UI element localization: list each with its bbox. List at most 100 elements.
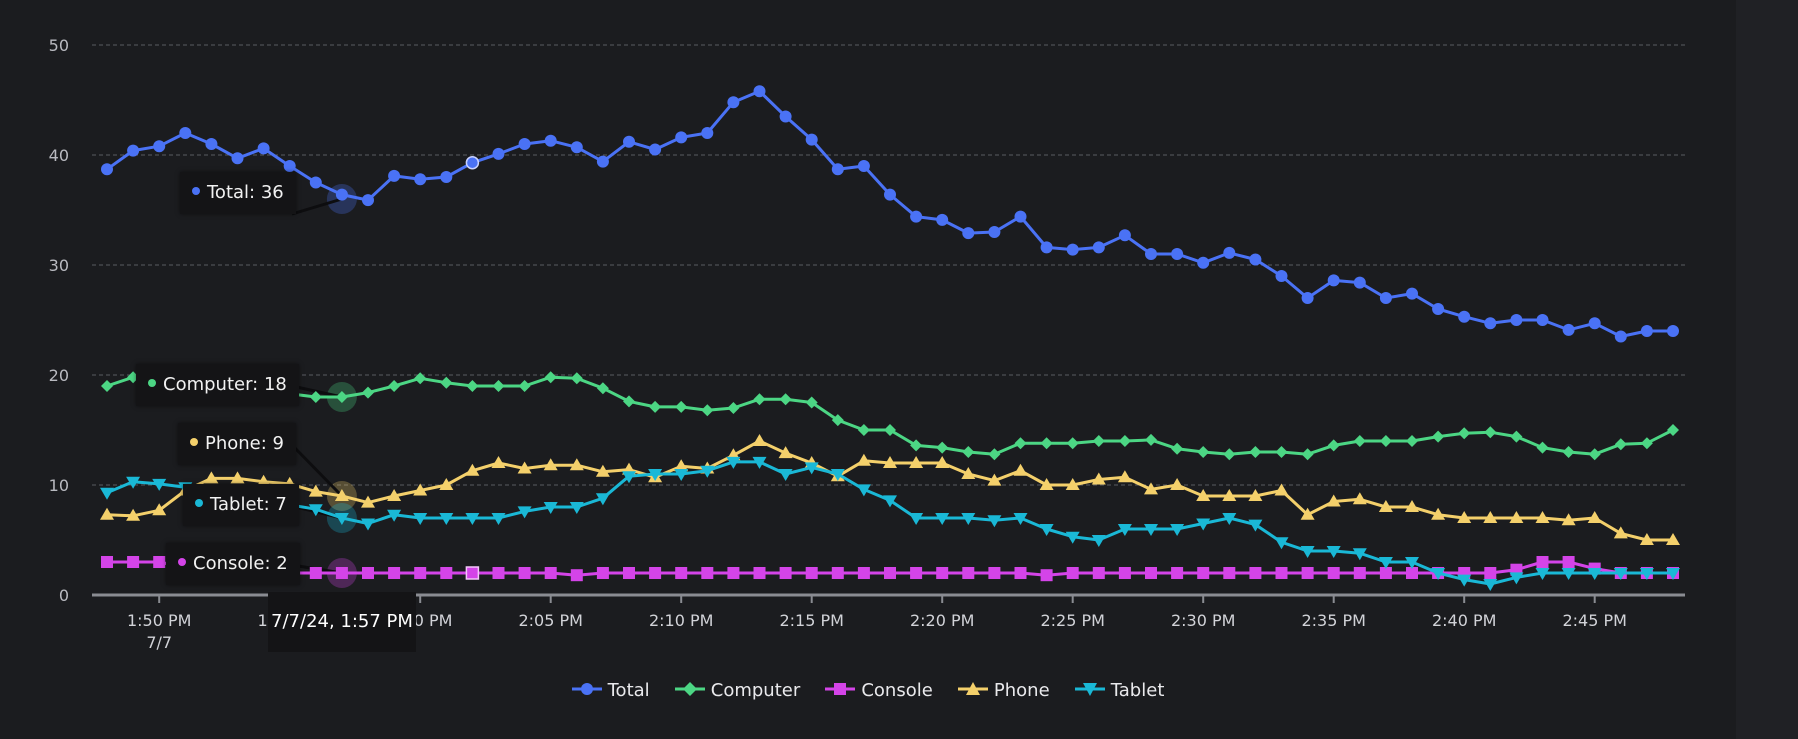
y-tick-label: 30 [49,256,69,275]
computer-point [805,396,818,409]
computer-point [1275,446,1288,458]
console-point [544,567,557,579]
phone-point [987,473,1002,486]
console-point [1301,567,1314,579]
console-point [884,567,896,579]
y-tick-label: 10 [49,476,69,495]
phone-point [1483,511,1498,523]
x-tick-label: 2:25 PM [1040,611,1104,630]
total-point [884,188,896,201]
phone-point [1144,482,1158,495]
console-point [1353,567,1366,579]
computer-point [1432,430,1445,443]
tooltip-time: 7/7/24, 1:57 PM [268,592,416,652]
legend-phone-icon [957,682,988,695]
computer-point [1171,442,1184,455]
tablet-point [622,471,636,484]
computer-point [884,424,896,436]
total-point [1353,276,1366,289]
computer-point [779,393,792,406]
total-point [1432,303,1445,315]
console-point [701,567,714,579]
console-point [309,567,322,579]
total-point [1667,325,1679,337]
computer-point [414,372,427,385]
total-point [231,152,244,165]
legend-tablet-icon [1074,683,1105,696]
console-point [649,567,662,579]
computer-point [1145,433,1157,446]
console-point [753,567,766,579]
tablet-point [1091,535,1106,547]
tooltip-computer: Computer: 18 [136,364,299,406]
console-point [831,567,844,579]
tablet-point [856,484,871,497]
console-point [362,567,374,579]
console-point [1145,567,1157,579]
tooltip-phone: Phone: 9 [178,423,296,465]
total-point [414,173,427,186]
computer-point [675,400,688,413]
tablet-point [830,469,845,481]
computer-point [1301,448,1314,461]
phone-point [361,495,375,508]
y-tick-label: 0 [59,586,69,605]
tablet-point [387,509,402,522]
tablet-point [1196,518,1211,531]
phone-point [1326,494,1341,507]
tablet-point [1587,568,1602,580]
legend-item-tablet[interactable]: Tablet [1074,680,1164,701]
tablet-point [1509,572,1524,585]
tooltip-phone-dot [190,438,198,446]
total-point [1275,270,1288,282]
total-point [649,143,662,156]
computer-point [1223,448,1236,461]
legend-item-total[interactable]: Total [571,680,650,701]
computer-point [1667,424,1679,436]
tooltip-phone-text: Phone: 9 [205,433,284,454]
legend: Total Computer Console Phone Tablet [0,680,1736,701]
computer-point [727,402,740,414]
console-point [1484,567,1497,579]
console-point [153,556,166,568]
phone-point [856,453,871,466]
scrollbar[interactable] [1736,0,1798,739]
computer-point [101,380,113,392]
computer-point [1040,437,1053,450]
total-point [518,138,531,150]
legend-item-console[interactable]: Console [825,680,933,701]
console-point [779,567,792,579]
console-point [1327,567,1340,579]
tablet-point [674,469,689,481]
console-point [335,567,348,579]
legend-item-computer[interactable]: Computer [674,680,800,701]
legend-total-icon [571,683,602,695]
phone-point [1065,478,1080,490]
total-point [1640,325,1653,337]
total-point-highlight [465,155,480,170]
tooltip-computer-dot [148,379,156,387]
computer-point [440,376,453,389]
tablet-point [1065,531,1080,544]
computer-point [701,404,714,417]
x-tick-label: 2:30 PM [1171,611,1235,630]
tablet-point [1326,546,1341,558]
phone-point [1300,507,1315,520]
phone-point [126,508,141,521]
phone-point [1509,511,1524,523]
phone-point [1535,511,1550,523]
total-point [1145,248,1157,260]
total-point [1197,256,1210,269]
tablet-point [569,502,584,514]
phone-point [413,483,428,496]
x-tick-label: 2:35 PM [1301,611,1365,630]
tablet-point [961,513,976,525]
total-point [1014,210,1027,223]
phone-point [674,459,689,472]
phone-point [1196,489,1211,501]
legend-item-phone[interactable]: Phone [957,680,1050,701]
phone-point [1170,478,1185,490]
computer-point [1014,437,1027,450]
